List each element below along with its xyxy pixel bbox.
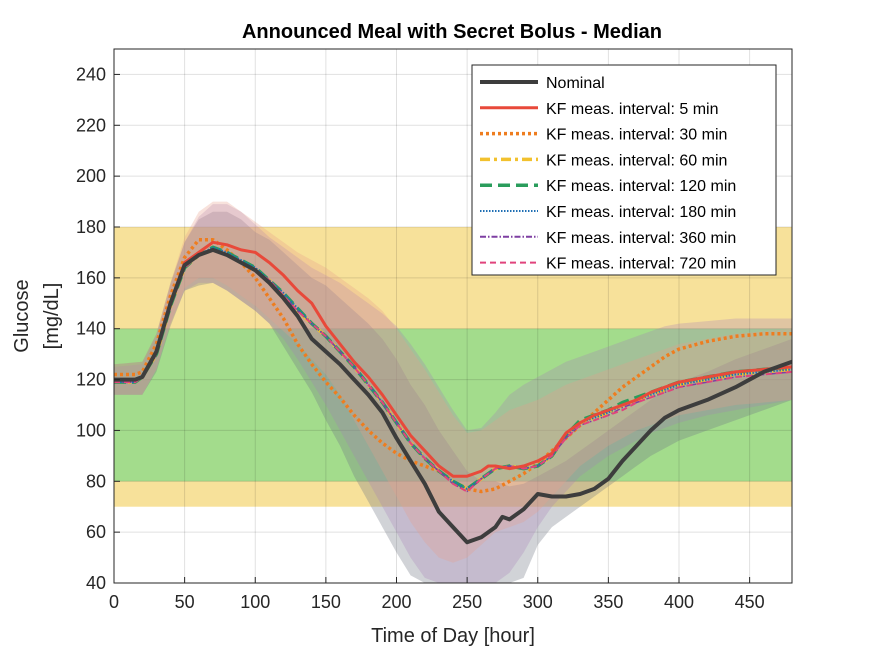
- target-range-band: [114, 328, 792, 482]
- y-tick-label: 240: [76, 64, 106, 84]
- legend-label: KF meas. interval: 5 min: [546, 101, 719, 118]
- legend-label: KF meas. interval: 720 min: [546, 256, 736, 273]
- series-line-0: [114, 247, 792, 545]
- x-tick-label: 0: [109, 592, 119, 612]
- chart-title: Announced Meal with Secret Bolus - Media…: [242, 21, 662, 43]
- y-axis-label-line-2: [mg/dL]: [41, 283, 63, 350]
- x-tick-label: 150: [311, 592, 341, 612]
- series-line-7: [114, 248, 792, 493]
- x-axis-ticks: 0 50 100 150 200 250 300 350 400 450: [109, 577, 765, 612]
- nominal-spread: [114, 211, 792, 583]
- y-tick-label: 200: [76, 166, 106, 186]
- y-tick-label: 140: [76, 319, 106, 339]
- y-tick-label: 160: [76, 268, 106, 288]
- x-tick-label: 200: [381, 592, 411, 612]
- y-tick-label: 180: [76, 217, 106, 237]
- y-tick-label: 120: [76, 370, 106, 390]
- x-tick-label: 250: [452, 592, 482, 612]
- x-tick-label: 50: [175, 592, 195, 612]
- x-tick-label: 100: [240, 592, 270, 612]
- y-tick-label: 80: [86, 471, 106, 491]
- series-lines: [114, 237, 792, 545]
- y-tick-label: 100: [76, 420, 106, 440]
- legend: Nominal KF meas. interval: 5 min KF meas. …: [471, 64, 777, 276]
- plot-frame: [113, 48, 793, 584]
- y-axis-label: Glucose [mg/dL]: [11, 279, 63, 352]
- x-tick-label: 350: [593, 592, 623, 612]
- x-axis-label: Time of Day [hour]: [371, 625, 535, 647]
- y-tick-label: 60: [86, 522, 106, 542]
- series-line-1: [114, 240, 792, 478]
- x-tick-label: 400: [664, 592, 694, 612]
- series-line-4: [114, 245, 792, 491]
- legend-label: Nominal: [546, 75, 605, 92]
- y-axis-ticks: 40 60 80 100 120 140 160 180 200 220 240: [76, 64, 120, 593]
- y-axis-label-line-1: Glucose: [11, 279, 33, 352]
- y-tick-label: 40: [86, 573, 106, 593]
- legend-label: KF meas. interval: 180 min: [546, 204, 736, 221]
- x-tick-label: 300: [523, 592, 553, 612]
- legend-label: KF meas. interval: 30 min: [546, 127, 727, 144]
- legend-label: KF meas. interval: 120 min: [546, 178, 736, 195]
- x-tick-label: 450: [735, 592, 765, 612]
- legend-label: KF meas. interval: 360 min: [546, 230, 736, 247]
- y-tick-label: 220: [76, 115, 106, 135]
- legend-box: [471, 64, 777, 276]
- legend-label: KF meas. interval: 60 min: [546, 152, 727, 169]
